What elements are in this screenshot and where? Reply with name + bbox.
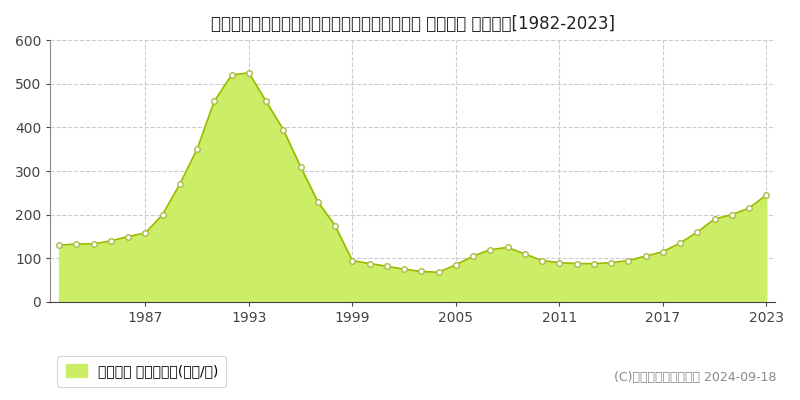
Point	[70, 241, 82, 247]
Point	[587, 260, 600, 267]
Point	[708, 216, 721, 222]
Point	[277, 126, 290, 133]
Legend: 公示地価 平均坪単価(万円/坪): 公示地価 平均坪単価(万円/坪)	[58, 356, 226, 387]
Point	[174, 181, 186, 187]
Point	[639, 253, 652, 259]
Point	[605, 260, 618, 266]
Point	[450, 262, 462, 268]
Point	[294, 164, 307, 170]
Point	[726, 212, 738, 218]
Point	[380, 263, 393, 269]
Point	[104, 238, 117, 244]
Point	[346, 257, 358, 264]
Point	[208, 98, 221, 104]
Point	[501, 244, 514, 251]
Point	[122, 233, 134, 240]
Point	[242, 70, 255, 76]
Point	[139, 230, 152, 236]
Point	[311, 198, 324, 205]
Point	[570, 260, 583, 267]
Point	[622, 257, 634, 264]
Point	[260, 98, 273, 104]
Point	[674, 240, 686, 246]
Point	[415, 268, 428, 275]
Point	[87, 241, 100, 247]
Point	[691, 229, 704, 235]
Text: (C)土地価格ドットコム 2024-09-18: (C)土地価格ドットコム 2024-09-18	[614, 371, 776, 384]
Title: 北海道札幌市中央区大通西１４丁目１番１５外 公示地価 地価推移[1982-2023]: 北海道札幌市中央区大通西１４丁目１番１５外 公示地価 地価推移[1982-202…	[210, 15, 614, 33]
Point	[363, 260, 376, 267]
Point	[742, 205, 755, 211]
Point	[398, 266, 410, 272]
Point	[518, 251, 531, 257]
Point	[329, 222, 342, 229]
Point	[466, 253, 479, 259]
Point	[225, 72, 238, 78]
Point	[553, 260, 566, 266]
Point	[53, 242, 66, 248]
Point	[432, 269, 445, 276]
Point	[190, 146, 203, 152]
Point	[536, 257, 549, 264]
Point	[156, 212, 169, 218]
Point	[656, 248, 669, 255]
Point	[484, 246, 497, 253]
Point	[760, 192, 773, 198]
